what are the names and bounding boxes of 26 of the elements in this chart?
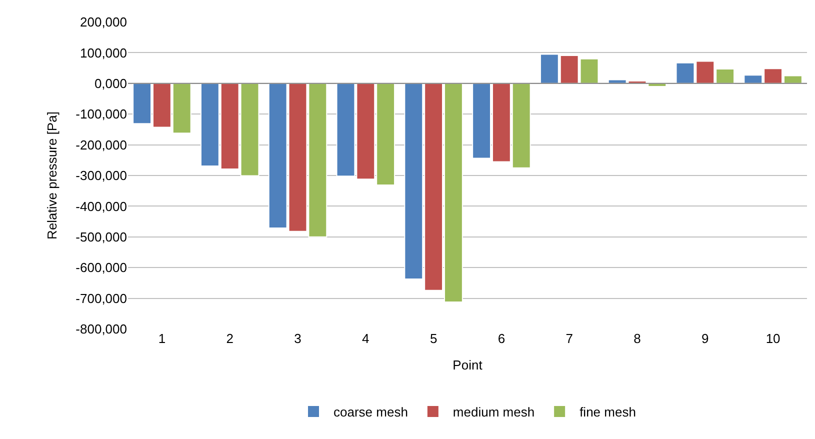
x-tick-label: 3 — [294, 331, 302, 346]
x-tick-label: 2 — [226, 331, 234, 346]
y-tick-label: -500,000 — [76, 229, 127, 244]
x-tick-label: 9 — [702, 331, 709, 346]
x-tick-label: 10 — [766, 331, 780, 346]
x-tick-label: 1 — [158, 331, 166, 346]
y-tick-label: -600,000 — [76, 260, 127, 276]
x-tick-label: 6 — [498, 331, 506, 346]
legend-label: coarse mesh — [334, 404, 408, 420]
y-tick-label: 200,000 — [80, 14, 127, 30]
y-tick-label: -400,000 — [76, 198, 127, 214]
y-axis-title: Relative pressure [Pa] — [44, 112, 60, 240]
x-axis-title: Point — [452, 358, 483, 373]
x-tick-label: 5 — [430, 331, 438, 346]
y-tick-label: 100,000 — [80, 45, 127, 60]
y-tick-label: -300,000 — [76, 168, 127, 184]
y-tick-label: -200,000 — [76, 137, 127, 152]
x-tick-label: 7 — [566, 331, 573, 346]
legend-label: fine mesh — [580, 404, 636, 420]
y-tick-label: -100,000 — [76, 106, 127, 122]
y-tick-label: -700,000 — [76, 290, 127, 306]
y-tick-label: -800,000 — [76, 322, 127, 337]
y-tick-label: 0,000 — [94, 76, 127, 91]
x-tick-label: 4 — [362, 331, 370, 346]
legend-label: medium mesh — [452, 404, 535, 420]
x-tick-label: 8 — [634, 331, 641, 346]
